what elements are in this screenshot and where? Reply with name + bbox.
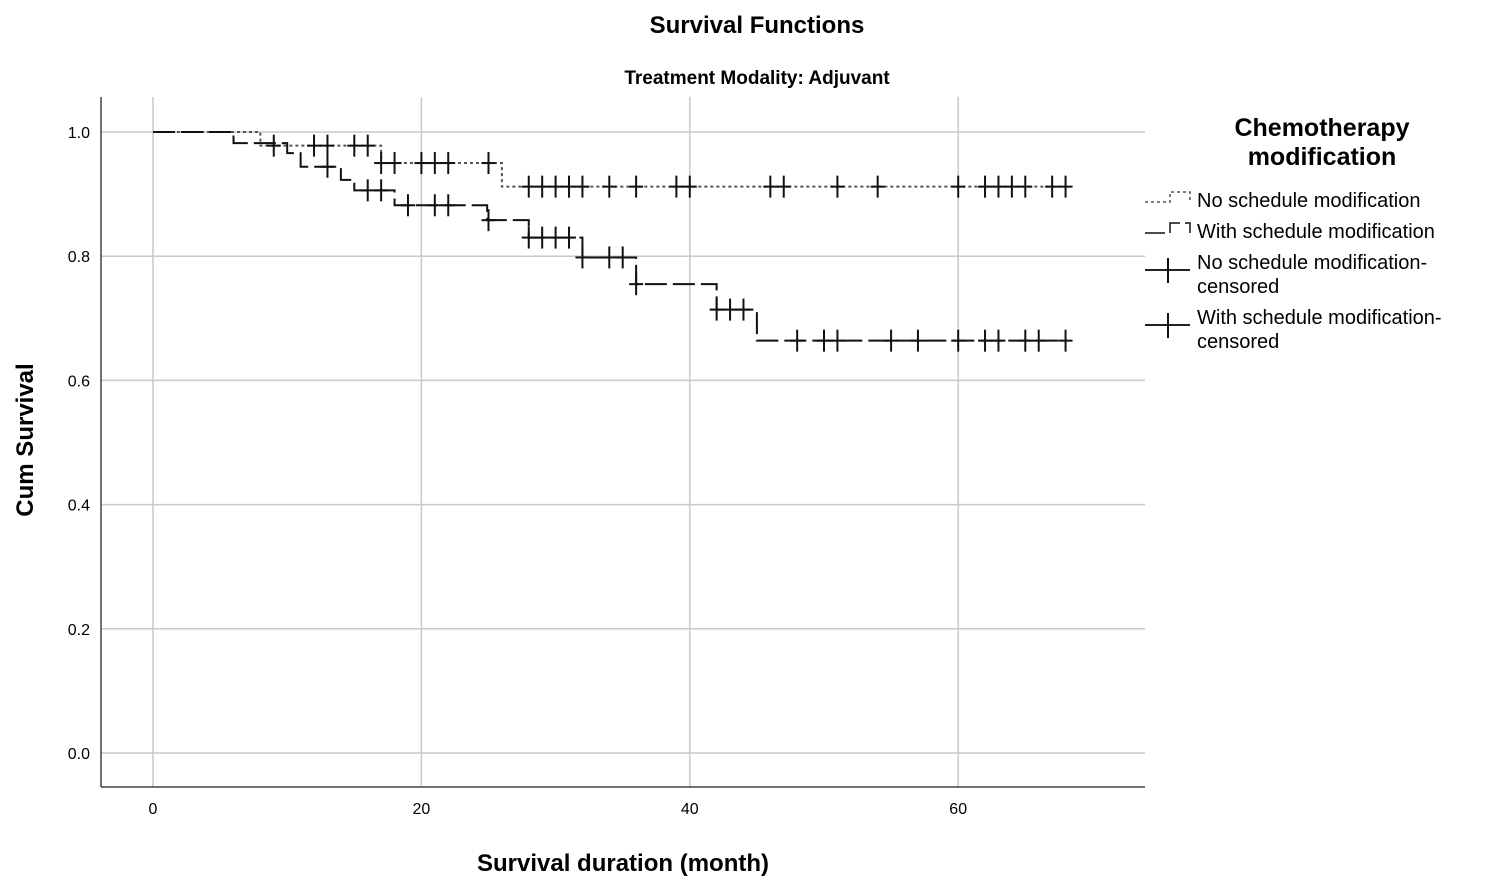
axes [100,97,1145,788]
gridlines [101,97,1145,787]
legend-title-line2: modification [1248,143,1397,171]
chart-subtitle: Treatment Modality: Adjuvant [624,68,890,89]
no-mod-survival-line [153,131,1066,188]
legend-title: Chemotherapy [1234,114,1409,142]
legend-entry-no-mod: No schedule modification [1197,190,1420,212]
x-tick-label: 40 [681,801,699,818]
x-axis-label: Survival duration (month) [477,850,769,877]
y-tick-label: 0.2 [68,622,90,639]
y-tick-label: 0.0 [68,746,90,763]
legend-entry-no-mod-censored: No schedule modification- [1197,252,1427,274]
legend-dotted-line-symbol [1145,191,1191,203]
survival-curves [153,131,1073,352]
y-tick-label: 0.4 [68,498,90,515]
chart-title: Survival Functions [650,12,865,39]
legend-dashed-line-symbol [1145,222,1191,234]
legend-entry-no-mod-censored-line2: censored [1197,276,1279,298]
y-tick-label: 0.8 [68,249,90,266]
tick-labels: 0 20 40 60 0.0 0.2 0.4 0.6 0.8 1.0 [68,125,967,818]
legend-entry-with-mod: With schedule modification [1197,221,1435,243]
y-tick-label: 0.6 [68,373,90,390]
legend: Chemotherapy modification No schedule mo… [1145,114,1442,353]
x-tick-label: 0 [149,801,158,818]
x-tick-label: 60 [949,801,967,818]
legend-entry-with-mod-censored-line2: censored [1197,331,1279,353]
y-axis-label: Cum Survival [12,363,39,516]
x-tick-label: 20 [413,801,431,818]
with-mod-survival-line [153,131,1066,342]
legend-censor-symbol-no-mod [1145,258,1190,283]
legend-censor-symbol-with-mod [1145,313,1190,338]
y-tick-label: 1.0 [68,125,90,142]
legend-entry-with-mod-censored: With schedule modification- [1197,307,1442,329]
